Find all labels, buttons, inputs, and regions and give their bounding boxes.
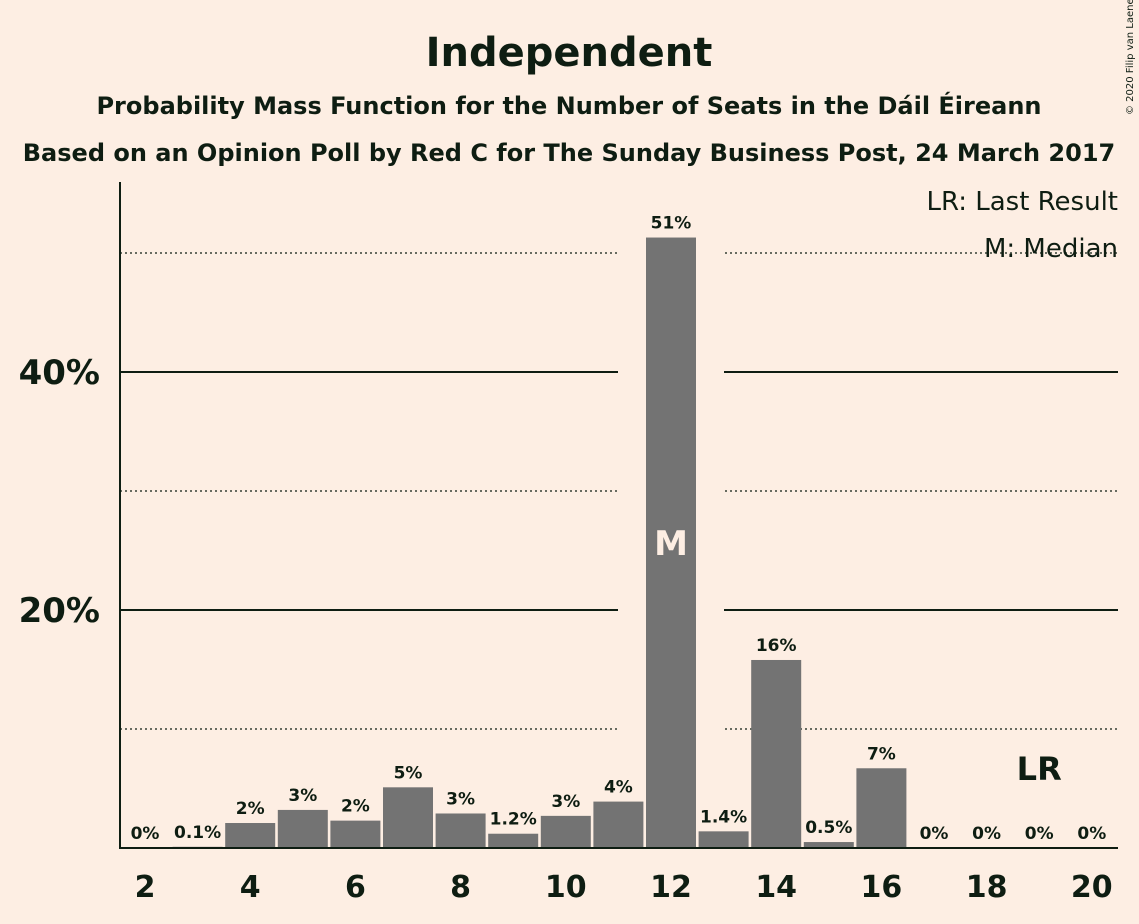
bar-label-4: 2% bbox=[236, 799, 265, 819]
bar-label-8: 3% bbox=[446, 789, 475, 809]
legend-last-result: LR: Last Result bbox=[926, 187, 1118, 217]
bar-9 bbox=[488, 833, 539, 848]
bars bbox=[172, 237, 907, 848]
bar-label-12: 51% bbox=[651, 214, 692, 234]
x-tick-label-2: 2 bbox=[135, 870, 156, 905]
bar-label-11: 4% bbox=[604, 778, 633, 798]
x-tick-label-8: 8 bbox=[450, 870, 471, 905]
x-tick-label-4: 4 bbox=[240, 870, 261, 905]
chart-subtitle-1: Probability Mass Function for the Number… bbox=[96, 91, 1041, 120]
chart-subtitle-2: Based on an Opinion Poll by Red C for Th… bbox=[23, 139, 1115, 167]
bar-15 bbox=[803, 842, 854, 848]
bar-6 bbox=[330, 820, 381, 848]
bar-label-15: 0.5% bbox=[805, 818, 852, 838]
median-marker: M bbox=[654, 524, 688, 564]
bar-label-18: 0% bbox=[972, 824, 1001, 844]
bar-label-7: 5% bbox=[394, 763, 423, 783]
x-tick-label-16: 16 bbox=[861, 870, 903, 905]
y-tick-label-40: 40% bbox=[19, 353, 100, 393]
bar-label-13: 1.4% bbox=[700, 807, 747, 827]
bar-12 bbox=[646, 237, 696, 848]
bar-label-6: 2% bbox=[341, 797, 370, 817]
legend-median: M: Median bbox=[984, 234, 1118, 264]
y-tick-label-20: 20% bbox=[19, 591, 100, 631]
bar-label-14: 16% bbox=[756, 636, 797, 656]
bar-7 bbox=[383, 787, 433, 848]
x-tick-label-14: 14 bbox=[755, 870, 797, 905]
labels: 0% 0.1% 2% 3% 2% 5% 3% 1.2% 3% 4% 51% 1.4% 16% 0.5% 7%… bbox=[19, 214, 1113, 905]
x-tick-label-18: 18 bbox=[966, 870, 1008, 905]
copyright-notice: © 2020 Filip van Laenen bbox=[1125, 0, 1136, 115]
bar-label-16: 7% bbox=[867, 744, 896, 764]
bar-label-10: 3% bbox=[551, 792, 580, 812]
bar-8 bbox=[435, 813, 486, 848]
last-result-marker: LR bbox=[1017, 750, 1062, 788]
bar-label-2: 0% bbox=[131, 824, 160, 844]
bar-5 bbox=[277, 809, 328, 848]
x-tick-label-10: 10 bbox=[545, 870, 587, 905]
bar-label-3: 0.1% bbox=[174, 823, 221, 843]
chart-title: Independent bbox=[426, 30, 713, 76]
bar-4 bbox=[225, 823, 276, 848]
bar-label-20: 0% bbox=[1077, 824, 1106, 844]
bar-label-19: 0% bbox=[1025, 824, 1054, 844]
bar-10 bbox=[540, 815, 591, 848]
bar-13 bbox=[698, 831, 749, 848]
bar-label-17: 0% bbox=[920, 824, 949, 844]
bar-label-5: 3% bbox=[288, 786, 317, 806]
bar-16 bbox=[856, 768, 907, 848]
x-tick-label-20: 20 bbox=[1071, 870, 1113, 905]
axes bbox=[119, 182, 1118, 849]
bar-11 bbox=[593, 801, 644, 848]
x-tick-label-12: 12 bbox=[650, 870, 692, 905]
legend: LR: Last Result M: Median bbox=[926, 187, 1118, 264]
bar-label-9: 1.2% bbox=[490, 810, 537, 830]
bar-14 bbox=[751, 659, 802, 848]
x-tick-label-6: 6 bbox=[345, 870, 366, 905]
